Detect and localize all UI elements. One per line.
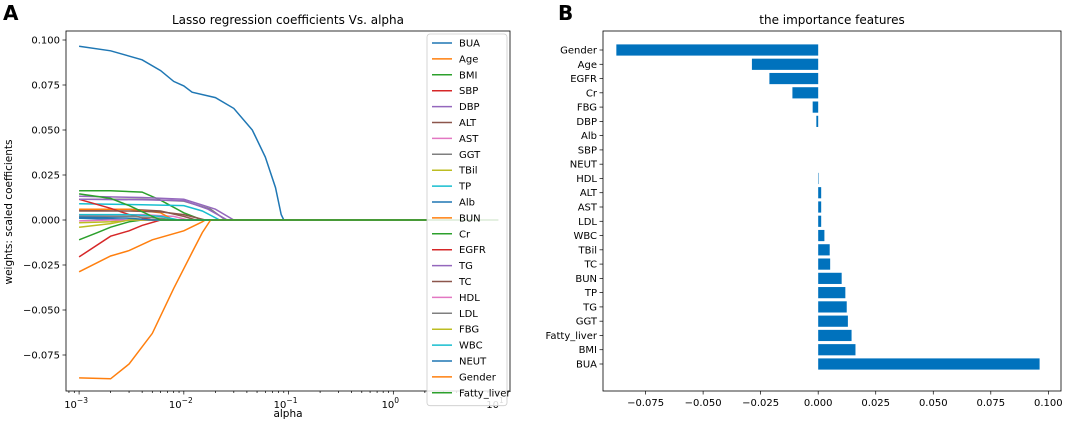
x-tick-label-b: −0.025	[742, 398, 779, 409]
bar-tg	[818, 301, 847, 313]
category-label-fbg: FBG	[577, 103, 597, 114]
y-tick-label-a: −0.050	[23, 306, 60, 317]
y-tick-label-a: 0.075	[31, 81, 60, 92]
y-tick-label-a: 0.025	[31, 171, 60, 182]
bar-tbil	[818, 244, 830, 256]
x-tick-label-b: −0.075	[627, 398, 664, 409]
chart-a-title: Lasso regression coefficients Vs. alpha	[172, 13, 404, 27]
x-tick-label-a: 10−2	[169, 396, 193, 411]
bar-dbp	[816, 115, 819, 127]
y-tick-label-a: 0.050	[31, 126, 60, 137]
x-tick-label-b: 0.050	[919, 398, 948, 409]
line-bua	[78, 45, 499, 221]
chart-a-frame	[65, 30, 511, 392]
legend-label-sbp: SBP	[459, 86, 478, 97]
category-label-alb: Alb	[581, 131, 597, 142]
category-label-egfr: EGFR	[570, 74, 597, 85]
legend-label-gender: Gender	[459, 372, 497, 383]
bar-ggt	[818, 315, 848, 327]
legend-label-ast: AST	[459, 134, 479, 145]
x-tick-label-b: 0.075	[976, 398, 1005, 409]
bar-gender	[616, 44, 819, 56]
category-label-tp: TP	[584, 288, 597, 299]
x-tick-label-b: −0.050	[685, 398, 722, 409]
x-tick-label-a: 10−3	[64, 396, 88, 411]
y-tick-label-a: 0.100	[31, 36, 60, 47]
legend-label-alt: ALT	[459, 118, 477, 129]
category-label-ast: AST	[578, 203, 598, 214]
chart-b: Gender Age EGFR Cr FBG DBP Alb SBP NEUT HDL ALT AST…	[546, 30, 1063, 409]
bar-tc	[818, 258, 831, 270]
chart-a-ylabel: weights: scaled coefficients	[3, 139, 15, 284]
legend-label-tbil: TBil	[458, 166, 478, 177]
chart-a-xlabel: alpha	[273, 408, 302, 420]
legend-label-tc: TC	[458, 277, 472, 288]
legend-label-tp: TP	[458, 182, 471, 193]
bar-fatty-liver	[818, 329, 852, 342]
category-label-cr: Cr	[586, 88, 598, 99]
legend-label-age: Age	[459, 54, 478, 65]
category-label-tc: TC	[583, 260, 597, 271]
category-label-alt: ALT	[580, 188, 598, 199]
legend-label-fatty-liver: Fatty_liver	[459, 388, 511, 399]
legend-label-alb: Alb	[459, 198, 475, 209]
legend-label-fbg: FBG	[459, 325, 479, 336]
bar-bun	[818, 272, 842, 284]
chart-b-title: the importance features	[759, 13, 904, 27]
legend-label-dbp: DBP	[459, 102, 480, 113]
bar-ast	[818, 201, 822, 213]
category-label-neut: NEUT	[570, 160, 598, 171]
legend-label-bun: BUN	[459, 213, 481, 224]
panel-label-a: A	[3, 1, 19, 25]
legend-label-neut: NEUT	[459, 357, 487, 368]
category-label-tbil: TBil	[577, 245, 597, 256]
category-label-fatty-liver: Fatty_liver	[546, 331, 598, 342]
panel-label-b: B	[558, 1, 573, 25]
category-label-bun: BUN	[575, 274, 597, 285]
category-label-bua: BUA	[576, 360, 597, 371]
legend-label-ldl: LDL	[459, 309, 478, 320]
line-gender	[79, 219, 499, 380]
bar-wbc	[818, 229, 825, 242]
category-label-wbc: WBC	[573, 231, 597, 242]
line-fatty-liver	[78, 193, 499, 221]
bar-tp	[818, 287, 846, 299]
y-tick-label-a: 0.000	[31, 216, 60, 227]
legend-label-cr: Cr	[459, 229, 471, 240]
category-label-hdl: HDL	[576, 174, 597, 185]
chart-a: 10−310−210−1100101−0.075−0.050−0.0250.00…	[23, 30, 511, 411]
category-label-sbp: SBP	[578, 145, 597, 156]
bar-fbg	[812, 101, 819, 113]
legend-label-ggt: GGT	[459, 150, 481, 161]
legend-label-bua: BUA	[459, 39, 480, 50]
category-label-tg: TG	[582, 302, 597, 313]
chart-b-frame	[602, 30, 1062, 392]
legend-label-hdl: HDL	[459, 293, 480, 304]
bar-cr	[792, 87, 819, 99]
y-tick-label-a: −0.075	[23, 351, 60, 362]
category-label-ldl: LDL	[578, 217, 597, 228]
bar-ldl	[818, 215, 822, 227]
legend-label-tg: TG	[458, 261, 473, 272]
legend-label-bmi: BMI	[459, 70, 477, 81]
bar-bua	[818, 358, 1040, 370]
x-tick-label-b: 0.100	[1034, 398, 1063, 409]
y-tick-label-a: −0.025	[23, 261, 60, 272]
category-label-ggt: GGT	[576, 317, 598, 328]
category-label-dbp: DBP	[576, 117, 597, 128]
x-tick-label-a: 100	[382, 396, 400, 411]
category-label-age: Age	[578, 60, 597, 71]
legend-label-wbc: WBC	[459, 341, 483, 352]
bar-egfr	[769, 72, 819, 85]
x-tick-label-b: 0.025	[861, 398, 890, 409]
legend-label-egfr: EGFR	[459, 245, 486, 256]
bar-bmi	[818, 344, 856, 356]
category-label-gender: Gender	[560, 46, 598, 57]
bar-alt	[818, 187, 822, 199]
category-label-bmi: BMI	[579, 345, 597, 356]
x-tick-label-b: 0.000	[804, 398, 833, 409]
bar-age	[751, 58, 819, 70]
